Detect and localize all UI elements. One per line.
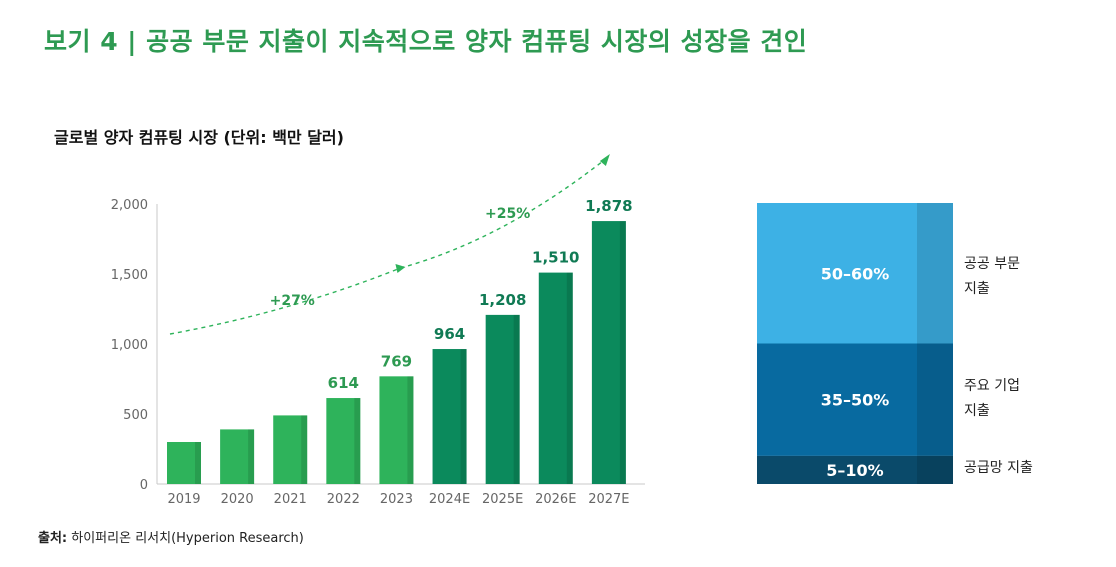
bar-shade bbox=[619, 221, 626, 484]
source-label: 출처: bbox=[38, 531, 68, 546]
y-tick-label: 2,000 bbox=[111, 198, 148, 213]
stack-segment-shade bbox=[917, 455, 953, 484]
segment-label-line: 지출 bbox=[964, 403, 990, 419]
bar bbox=[326, 398, 361, 484]
y-tick-label: 1,500 bbox=[111, 268, 148, 283]
x-tick-label: 2026E bbox=[535, 492, 576, 507]
y-tick-label: 0 bbox=[140, 478, 148, 493]
bar-series: 2019 2020 2021 2022 614 2023 769 2024E 964 2025E 1… bbox=[167, 197, 633, 507]
stack-segment bbox=[757, 343, 953, 456]
stack-segment bbox=[757, 455, 953, 484]
bar-shade bbox=[513, 314, 520, 484]
bar bbox=[485, 314, 520, 484]
growth-label: +27% bbox=[270, 293, 315, 309]
segment-label-enterprise: 주요 기업 지출 bbox=[964, 374, 1020, 424]
bar-shade bbox=[354, 398, 361, 484]
bar-shade bbox=[301, 415, 308, 484]
stack-segment-shade bbox=[917, 203, 953, 344]
trend-arrowhead bbox=[599, 154, 610, 166]
stack-segment-label: 50–60% bbox=[821, 264, 890, 283]
bar-shade bbox=[566, 272, 573, 484]
source-text: 하이퍼리온 리서치(Hyperion Research) bbox=[71, 531, 304, 546]
data-label: 614 bbox=[328, 374, 359, 392]
x-tick-label: 2019 bbox=[167, 492, 200, 507]
segment-label-line: 주요 기업 bbox=[964, 378, 1020, 394]
data-label: 769 bbox=[381, 352, 412, 370]
chart-title: 글로벌 양자 컴퓨팅 시장 (단위: 백만 달러) bbox=[54, 128, 344, 147]
segment-label-line: 공공 부문 bbox=[964, 256, 1020, 272]
growth-trend: +27% +25% bbox=[169, 154, 610, 335]
segment-label-line: 지출 bbox=[964, 281, 990, 297]
x-tick-label: 2020 bbox=[221, 492, 254, 507]
bar bbox=[591, 221, 626, 484]
segment-label-line: 공급망 지출 bbox=[964, 460, 1033, 476]
bar-shade bbox=[248, 429, 255, 484]
spending-stack: 50–60% 35–50% 5–10% bbox=[757, 203, 953, 484]
trend-arrowhead bbox=[395, 264, 406, 273]
bar bbox=[220, 429, 255, 484]
stack-segment bbox=[757, 203, 953, 344]
segment-label-public: 공공 부문 지출 bbox=[964, 252, 1020, 302]
stack-segment-label: 5–10% bbox=[826, 461, 883, 480]
data-label: 1,878 bbox=[585, 197, 632, 215]
source-note: 출처: 하이퍼리온 리서치(Hyperion Research) bbox=[38, 527, 304, 546]
segment-label-supply: 공급망 지출 bbox=[964, 456, 1033, 481]
stack-segment-label: 35–50% bbox=[821, 391, 890, 410]
bar bbox=[273, 415, 308, 484]
data-label: 964 bbox=[434, 325, 465, 343]
x-tick-label: 2024E bbox=[429, 492, 470, 507]
bar-shade bbox=[407, 376, 414, 484]
x-tick-label: 2023 bbox=[380, 492, 413, 507]
bar-shade bbox=[460, 349, 467, 484]
bar bbox=[432, 349, 467, 484]
bar bbox=[538, 272, 573, 484]
x-tick-label: 2025E bbox=[482, 492, 523, 507]
data-label: 1,510 bbox=[532, 249, 579, 267]
bar-shade bbox=[195, 442, 201, 484]
bar bbox=[167, 442, 201, 484]
x-tick-label: 2022 bbox=[327, 492, 360, 507]
growth-label: +25% bbox=[485, 206, 530, 222]
y-tick-label: 1,000 bbox=[111, 338, 148, 353]
x-tick-label: 2027E bbox=[588, 492, 629, 507]
stack-segment-shade bbox=[917, 343, 953, 456]
page-title: 보기 4 | 공공 부문 지출이 지속적으로 양자 컴퓨팅 시장의 성장을 견인 bbox=[44, 27, 808, 56]
x-tick-label: 2021 bbox=[274, 492, 307, 507]
y-tick-label: 500 bbox=[123, 408, 148, 423]
data-label: 1,208 bbox=[479, 291, 526, 309]
bar bbox=[379, 376, 414, 484]
